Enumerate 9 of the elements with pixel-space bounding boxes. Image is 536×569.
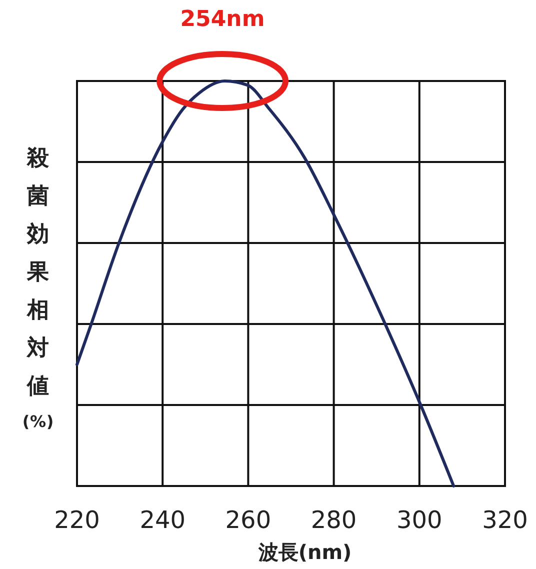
annotation: 254nm <box>180 7 265 32</box>
text: 殺菌効果相対値(%) <box>22 146 54 431</box>
x-tick-label: 220 <box>54 506 100 534</box>
x-tick-label: 320 <box>482 506 528 534</box>
x-tick-label: 260 <box>225 506 272 534</box>
x-tick-label: 300 <box>396 506 442 534</box>
x-tick-label: 280 <box>310 506 357 534</box>
x-tick-label: 240 <box>140 506 186 534</box>
x-axis-title: 波長(nm) <box>257 540 352 564</box>
